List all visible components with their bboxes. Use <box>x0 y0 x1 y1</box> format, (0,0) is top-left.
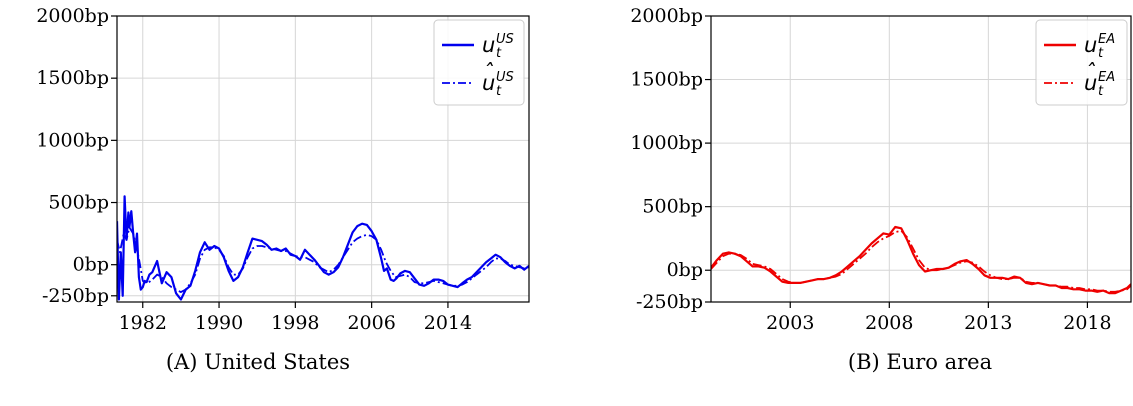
panel-0: 2000bp 1500bp 1000bp 500bp 0bp -250bp 1982 1990… <box>36 5 530 374</box>
legend-label-subscript: t <box>496 84 502 99</box>
legend-label-subscript: t <box>1098 46 1104 61</box>
plot-frame <box>710 15 1132 303</box>
panel-caption: (B) Euro area <box>848 350 992 374</box>
y-tick-label: 500bp <box>642 196 703 218</box>
series-line-fitted <box>711 229 1131 293</box>
y-tick-label: -250bp <box>42 285 109 307</box>
series-line-actual <box>117 195 529 301</box>
legend-label-symbol: u <box>482 33 495 57</box>
legend-hat: ˆ <box>483 60 494 84</box>
legend-label-subscript: t <box>1098 84 1104 99</box>
legend-hat: ˆ <box>1085 60 1096 84</box>
plot-frame <box>116 15 530 303</box>
x-tick-label: 1982 <box>119 312 167 334</box>
legend-label-superscript: US <box>496 70 514 85</box>
y-tick-label: -250bp <box>636 291 703 313</box>
x-tick-label: 2008 <box>865 312 913 334</box>
y-tick-label: 1500bp <box>630 69 703 91</box>
series-line-actual <box>711 225 1131 295</box>
x-tick-label: 2018 <box>1063 312 1111 334</box>
x-tick-label: 2013 <box>964 312 1012 334</box>
legend-label-subscript: t <box>496 46 502 61</box>
legend-box <box>433 19 525 106</box>
panel-caption: (A) United States <box>166 350 350 374</box>
series-line-fitted <box>117 226 529 293</box>
y-tick-label: 500bp <box>48 192 109 214</box>
y-tick-label: 0bp <box>667 259 703 281</box>
panel-1: 2000bp 1500bp 1000bp 500bp 0bp -250bp 2003 2008… <box>630 5 1132 374</box>
x-tick-label: 2014 <box>424 312 472 334</box>
legend-label-symbol: u <box>1084 33 1097 57</box>
y-tick-label: 1000bp <box>36 129 109 151</box>
legend-label-superscript: EA <box>1098 70 1115 85</box>
legend-label-symbol: u <box>482 71 495 95</box>
x-tick-label: 2003 <box>766 312 814 334</box>
y-tick-label: 1500bp <box>36 67 109 89</box>
legend-box <box>1035 19 1128 106</box>
legend-label-superscript: US <box>496 32 514 47</box>
x-tick-label: 1998 <box>271 312 319 334</box>
y-tick-label: 2000bp <box>630 5 703 27</box>
y-tick-label: 0bp <box>73 254 109 276</box>
legend-label-symbol: u <box>1084 71 1097 95</box>
y-tick-label: 2000bp <box>36 5 109 27</box>
legend-label-superscript: EA <box>1098 32 1115 47</box>
x-tick-label: 2006 <box>347 312 395 334</box>
y-tick-label: 1000bp <box>630 132 703 154</box>
x-tick-label: 1990 <box>195 312 243 334</box>
